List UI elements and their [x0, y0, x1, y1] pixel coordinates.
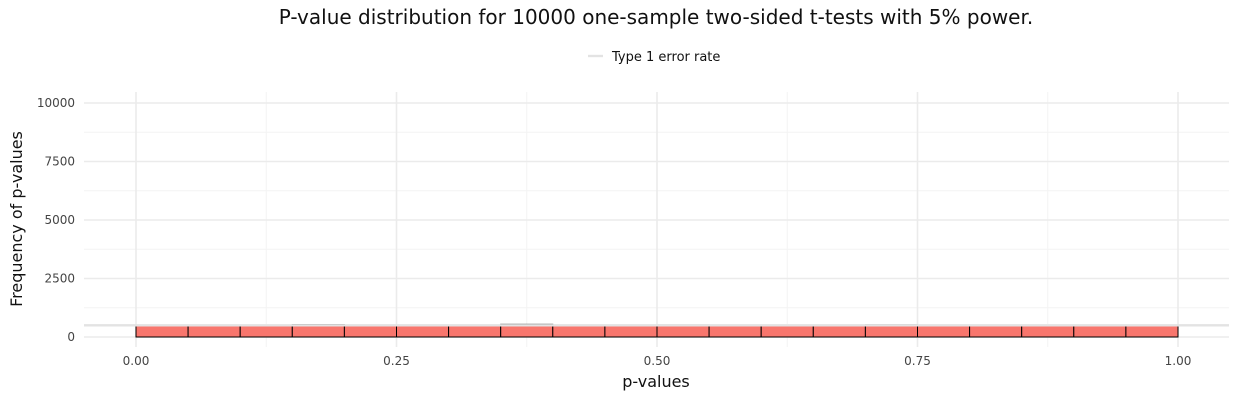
histogram-bar [1125, 324, 1179, 338]
plot-area: 0 2500 5000 7500 10000 0.00 0.25 0.50 0.75 1.00 [37, 92, 1229, 368]
histogram-bar [448, 324, 502, 338]
y-axis-title: Frequency of p-values [7, 131, 26, 307]
histogram-bar [864, 324, 919, 338]
legend-label: Type 1 error rate [611, 50, 720, 65]
x-tick-label: 1.00 [1165, 354, 1192, 368]
x-axis-title: p-values [622, 372, 690, 391]
histogram-bar [708, 324, 762, 338]
histogram-bar [552, 325, 606, 338]
y-tick-label: 0 [67, 330, 75, 344]
histogram-bar [1073, 324, 1127, 338]
y-tick-label: 7500 [44, 155, 75, 169]
histogram-bar [656, 324, 710, 338]
x-tick-label: 0.25 [383, 354, 410, 368]
histogram-bar [760, 324, 814, 338]
histogram-bar [135, 324, 189, 338]
histogram-bar [812, 324, 866, 338]
x-tick-label: 0.00 [123, 354, 150, 368]
histogram-bar [969, 324, 1023, 338]
histogram-bar [187, 325, 241, 338]
y-tick-label: 5000 [44, 213, 75, 227]
x-tick-label: 0.50 [644, 354, 671, 368]
y-tick-label: 2500 [44, 272, 75, 286]
histogram-bar [1021, 325, 1075, 338]
chart-title: P-value distribution for 10000 one-sampl… [279, 5, 1033, 29]
histogram-bar [239, 325, 293, 338]
x-tick-label: 0.75 [904, 354, 931, 368]
histogram-bar [396, 324, 450, 338]
legend: Type 1 error rate [588, 50, 720, 65]
histogram-bar [343, 324, 397, 338]
histogram-bar [604, 324, 658, 338]
y-tick-label: 10000 [37, 96, 75, 110]
histogram-bar [917, 324, 971, 338]
